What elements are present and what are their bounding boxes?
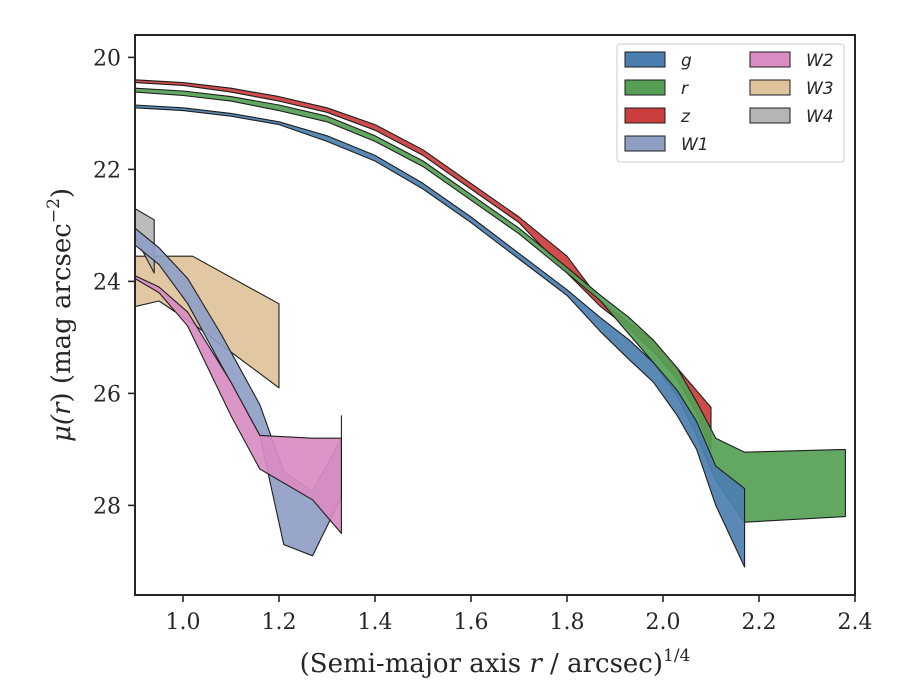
- x-tick-label: 1.6: [454, 610, 489, 635]
- x-tick-label: 2.0: [646, 610, 681, 635]
- plot-frame: [134, 34, 856, 596]
- band-w2: [135, 275, 342, 534]
- legend-swatch-w2: [749, 51, 791, 68]
- x-tick-label: 2.2: [742, 610, 777, 635]
- band-r: [135, 87, 846, 523]
- legend-label-w3: W3: [806, 79, 834, 99]
- y-tick-label: 28: [93, 494, 121, 519]
- legend-label-w1: W1: [681, 135, 709, 155]
- legend: grz W1 W2 W3 W4: [616, 43, 845, 163]
- legend-box: [616, 43, 845, 163]
- x-tick-label: 1.4: [358, 610, 393, 635]
- legend-swatch-g: [624, 51, 666, 68]
- y-tick-label: 24: [93, 270, 121, 295]
- legend-label-w4: W4: [806, 107, 834, 127]
- band-g: [135, 104, 746, 568]
- legend-label-g: g: [681, 51, 692, 71]
- y-axis-label: μ(r) (mag arcsec−2): [44, 188, 77, 442]
- y-axis-ticks: 20 22 24 26 28: [93, 46, 135, 519]
- x-tick-label: 1.2: [262, 610, 297, 635]
- profile-bands: [135, 79, 846, 568]
- legend-swatch-w1: [624, 135, 666, 152]
- y-tick-label: 20: [93, 46, 121, 71]
- legend-swatch-r: [624, 79, 666, 96]
- x-tick-label: 1.0: [166, 610, 201, 635]
- x-tick-label: 2.4: [838, 610, 873, 635]
- legend-swatch-z: [624, 107, 666, 124]
- x-axis-label: (Semi-major axis r / arcsec)1/4: [300, 646, 691, 679]
- legend-label-w2: W2: [806, 51, 834, 71]
- y-tick-label: 26: [93, 382, 121, 407]
- legend-swatch-w4: [749, 107, 791, 124]
- x-tick-label: 1.8: [550, 610, 585, 635]
- x-axis-ticks: 1.0 1.2 1.4 1.6 1.8 2.0 2.2 2.4: [166, 595, 873, 635]
- y-tick-label: 22: [93, 158, 121, 183]
- legend-label-r: r: [681, 79, 689, 99]
- legend-label-z: z: [680, 107, 691, 127]
- legend-swatch-w3: [749, 79, 791, 96]
